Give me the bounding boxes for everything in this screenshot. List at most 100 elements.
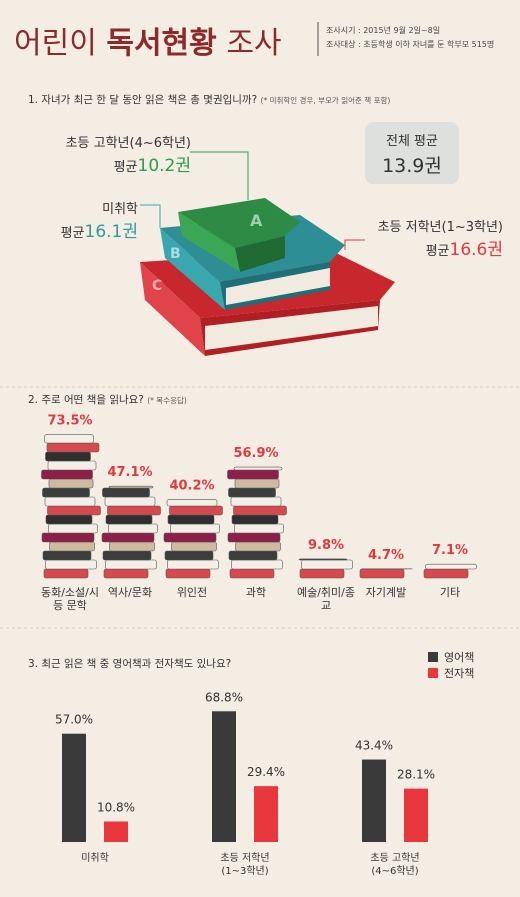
total-name: 전체 평균 <box>386 134 438 149</box>
value-label: 7.1% <box>432 543 468 558</box>
question-note: (* 미취학인 경우, 부모가 읽어준 책 포함) <box>260 96 391 105</box>
book <box>229 568 275 579</box>
question-text: 3. 최근 읽은 책 중 영어책과 전자책도 있나요? <box>28 658 232 670</box>
category-label: 위인전 <box>176 586 208 599</box>
book <box>45 559 97 570</box>
book <box>105 559 157 570</box>
category-label: 과학 <box>245 586 267 599</box>
book <box>301 559 353 570</box>
book <box>45 451 91 462</box>
bar <box>362 759 386 842</box>
book <box>235 541 281 552</box>
bar <box>254 786 278 842</box>
book-letter: B <box>170 246 181 262</box>
book <box>102 487 150 498</box>
book <box>230 496 282 507</box>
book <box>233 505 287 516</box>
category-label: 초등 고학년 (4~6학년) <box>370 853 420 877</box>
book <box>101 532 155 543</box>
avg-value: 16.1권 <box>84 222 139 242</box>
book <box>41 532 95 543</box>
value-label: 56.9% <box>233 446 278 461</box>
book <box>48 523 98 534</box>
book-stack <box>227 466 287 579</box>
book <box>108 485 154 489</box>
value-label: 10.8% <box>97 800 135 814</box>
book <box>169 505 223 516</box>
group-label: 초등 고학년(4~6학년) 평균10.2권 <box>56 132 191 176</box>
question: 1. 자녀가 최근 한 달 동안 읽은 책은 총 몇권입니까? (* 미취학인 … <box>28 92 390 107</box>
book <box>170 523 220 534</box>
legend-swatch <box>428 652 438 662</box>
book-a-side <box>235 236 285 272</box>
value-label: 40.2% <box>169 479 214 494</box>
legend-swatch <box>428 668 438 678</box>
book <box>107 505 161 516</box>
book-stack <box>101 485 161 579</box>
info-line: 조사시기 : 2015년 9월 2일~8일 <box>326 26 441 35</box>
value-label: 9.8% <box>308 538 344 553</box>
book <box>228 487 276 498</box>
avg-label: 평균 <box>60 226 85 241</box>
avg-value: 10.2권 <box>137 156 192 176</box>
title-part: 어린이 <box>14 26 97 61</box>
book <box>298 558 348 561</box>
book <box>42 550 92 561</box>
book <box>164 550 214 561</box>
title-part: 조사 <box>226 26 282 61</box>
book-stack <box>163 499 223 579</box>
total-box <box>365 122 459 184</box>
book-b-spine <box>160 228 225 310</box>
bar <box>212 711 236 842</box>
book <box>227 469 279 480</box>
total-value: 13.9권 <box>382 155 442 177</box>
group-label: 미취학 평균16.1권 <box>40 198 138 242</box>
book <box>228 550 278 561</box>
book <box>227 532 281 543</box>
bar <box>62 733 86 842</box>
book <box>108 523 158 534</box>
bar <box>104 821 128 842</box>
value-label: 4.7% <box>368 548 404 563</box>
book <box>49 541 95 552</box>
value-label: 47.1% <box>107 465 152 480</box>
value-label: 68.8% <box>205 690 243 704</box>
book <box>47 460 97 471</box>
question-note: (* 복수응답) <box>147 396 187 405</box>
book <box>104 496 156 507</box>
book-stack <box>298 558 353 579</box>
question-text: 1. 자녀가 최근 한 달 동안 읽은 책은 총 몇권입니까? <box>28 94 258 106</box>
book <box>234 478 280 489</box>
category-label: 예술/취미/종교 <box>296 586 355 612</box>
category-label: 동화/소설/시 등 문학 <box>40 586 99 612</box>
book <box>45 514 93 525</box>
value-label: 43.4% <box>355 739 393 753</box>
leader-line <box>140 204 161 228</box>
avg-value: 16.6권 <box>449 240 504 260</box>
book <box>234 523 284 534</box>
value-label: 57.0% <box>55 713 93 727</box>
value-label: 73.5% <box>47 414 92 429</box>
book <box>46 442 100 453</box>
group-label: 초등 저학년(1~3학년) 평균16.6권 <box>368 216 503 260</box>
book-letter: C <box>152 278 162 294</box>
category-label: 초등 저학년 (1~3학년) <box>220 853 270 877</box>
book-stack <box>41 434 101 579</box>
book <box>423 568 469 579</box>
avg-label: 평균 <box>425 244 450 259</box>
avg-label: 평균 <box>113 160 138 175</box>
book <box>42 487 90 498</box>
title-part: 독서현황 <box>106 26 217 61</box>
book <box>233 466 283 471</box>
book <box>41 469 93 480</box>
leader-line <box>344 239 365 250</box>
book <box>105 514 153 525</box>
value-label: 29.4% <box>247 765 285 779</box>
book-stack <box>423 563 477 579</box>
book <box>44 434 94 444</box>
question-text: 2. 주로 어떤 책을 읽나요? <box>28 394 144 406</box>
book <box>165 568 211 579</box>
book <box>167 559 219 570</box>
leader-line <box>190 151 249 200</box>
